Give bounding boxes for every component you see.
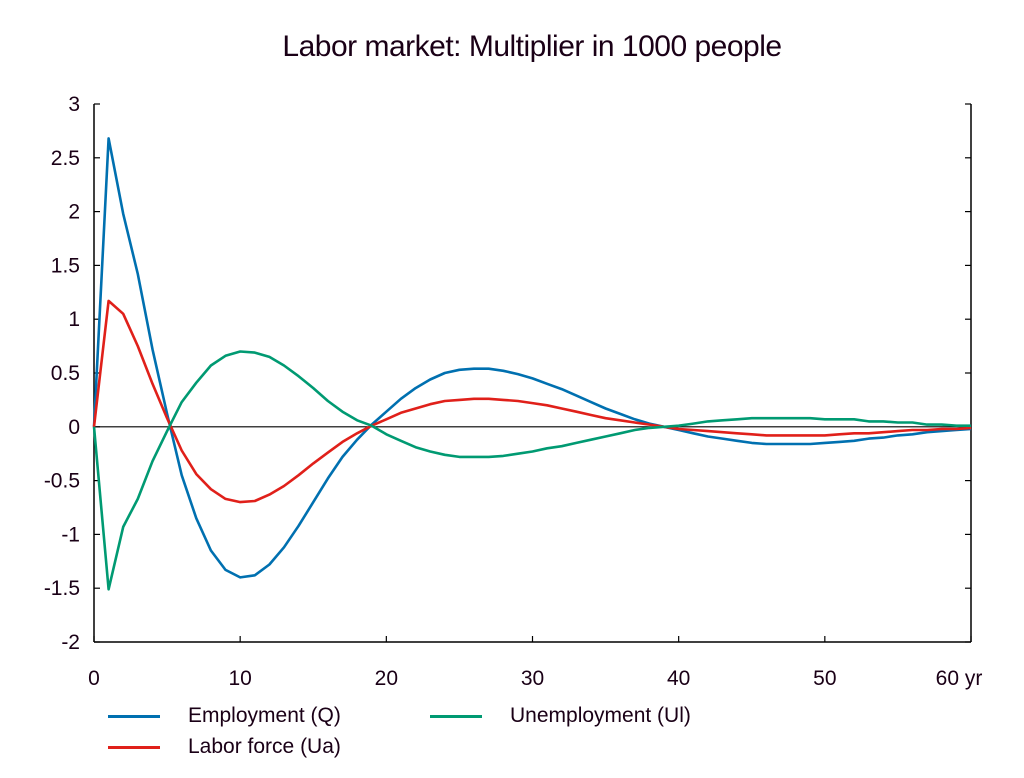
legend-label-unemployment: Unemployment (Ul) [510,704,691,727]
legend-item-labor-force: Labor force (Ua) [108,735,341,759]
y-tick-label: 1 [68,308,80,331]
series-line-labor-force-ua [92,299,972,504]
x-tick-label: 50 [813,667,836,690]
chart-title: Labor market: Multiplier in 1000 people [282,30,782,63]
y-tick-label: 0 [68,416,80,439]
legend-item-employment: Employment (Q) [108,704,341,728]
series-line-employment-q [92,137,972,579]
y-tick-label: 0.5 [51,362,80,385]
y-tick-label: -0.5 [44,470,80,493]
legend-swatch-labor-force [108,745,160,749]
x-tick-label: 0 [88,667,100,690]
series-line-unemployment-ul [92,350,971,591]
y-tick-label: 1.5 [51,254,80,277]
x-tick-label: 40 [667,667,690,690]
y-tick-label: -2 [61,631,80,654]
legend-label-labor-force: Labor force (Ua) [188,735,341,758]
x-tick-label: 10 [228,667,251,690]
x-tick-label: 20 [375,667,398,690]
y-tick-label: 2 [68,201,80,224]
x-tick-label: 60 yr [936,667,983,690]
y-tick-label: -1 [61,523,80,546]
y-tick-label: -1.5 [44,577,80,600]
legend-swatch-employment [108,714,160,718]
y-tick-label: 2.5 [51,147,80,170]
legend-swatch-unemployment [430,714,482,718]
y-tick-label: 3 [68,93,80,116]
legend-item-unemployment: Unemployment (Ul) [430,704,691,728]
x-tick-label: 30 [521,667,544,690]
legend-label-employment: Employment (Q) [188,704,341,727]
